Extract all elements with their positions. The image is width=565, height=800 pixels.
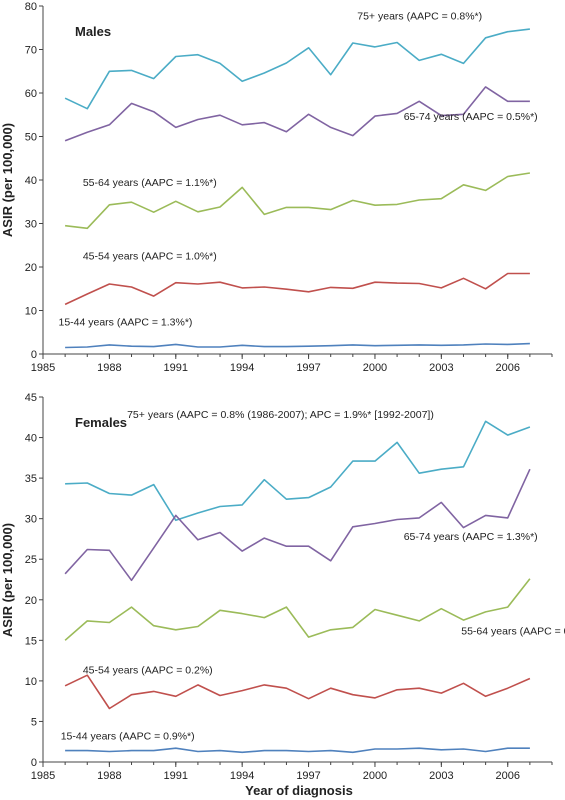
x-tick-label: 2000 — [363, 770, 387, 782]
x-tick-label: 1988 — [97, 770, 121, 782]
y-tick-label: 15 — [25, 635, 37, 647]
x-tick-label: 1985 — [31, 362, 55, 374]
panel-males: 0 10 20 30 40 50 60 70 80 1985 1988 1991 1994 1997 200… — [25, 1, 553, 374]
y-tick-label: 20 — [25, 595, 37, 607]
series-label-females-2: 55-64 years (AAPC = 0.8%*) — [461, 626, 565, 638]
x-tick-label: 1994 — [230, 770, 254, 782]
y-tick-label: 30 — [25, 219, 37, 231]
x-tick-label: 1997 — [296, 362, 320, 374]
series-label-males-1: 65-74 years (AAPC = 0.5%*) — [404, 111, 538, 123]
series-line-males-1 — [64, 86, 530, 142]
x-tick-label: 1991 — [164, 362, 188, 374]
x-tick-label: 1988 — [97, 362, 121, 374]
x-tick-label: 2006 — [495, 362, 519, 374]
y-tick-label: 45 — [25, 392, 37, 404]
x-tick-label: 2000 — [363, 362, 387, 374]
x-tick-label: 1985 — [31, 770, 55, 782]
x-tick-label: 2003 — [429, 770, 453, 782]
series-label-females-0: 75+ years (AAPC = 0.8% (1986-2007); APC … — [127, 409, 434, 421]
series-label-males-2: 55-64 years (AAPC = 1.1%*) — [83, 177, 217, 189]
y-tick-label: 40 — [25, 433, 37, 445]
series-line-males-3 — [64, 272, 530, 306]
y-tick-label: 80 — [25, 1, 37, 13]
x-axis-title: Year of diagnosis — [245, 783, 353, 798]
y-tick-label: 0 — [31, 349, 37, 361]
y-tick-label: 0 — [31, 757, 37, 769]
y-tick-label: 10 — [25, 676, 37, 688]
series-label-males-3: 45-54 years (AAPC = 1.0%*) — [83, 251, 217, 263]
series-label-males-0: 75+ years (AAPC = 0.8%*) — [357, 10, 482, 22]
x-tick-label: 1991 — [164, 770, 188, 782]
y-tick-label: 35 — [25, 473, 37, 485]
panel-title-females: Females — [75, 415, 127, 430]
y-tick-label: 25 — [25, 554, 37, 566]
y-tick-label: 40 — [25, 175, 37, 187]
series-label-females-3: 45-54 years (AAPC = 0.2%) — [83, 665, 213, 677]
y-tick-label: 70 — [25, 45, 37, 57]
series-line-females-4 — [65, 747, 530, 754]
series-line-males-0 — [64, 28, 530, 110]
y-tick-label: 30 — [25, 514, 37, 526]
x-tick-label: 1997 — [296, 770, 320, 782]
series-line-females-1 — [64, 468, 531, 582]
y-tick-label: 5 — [31, 716, 37, 728]
series-line-males-4 — [65, 342, 530, 349]
y-axis-title-top: ASIR (per 100,000) — [0, 123, 15, 237]
x-tick-label: 2006 — [495, 770, 519, 782]
y-tick-label: 20 — [25, 262, 37, 274]
series-line-females-0 — [65, 420, 531, 522]
y-tick-label: 10 — [25, 306, 37, 318]
series-line-females-3 — [64, 674, 531, 710]
panel-females: 0 5 10 15 20 25 30 35 40 45 1985 1988 1991 1994 1997 20… — [25, 392, 565, 782]
series-line-females-2 — [64, 578, 531, 641]
x-tick-label: 2003 — [429, 362, 453, 374]
series-label-males-4: 15-44 years (AAPC = 1.3%*) — [58, 317, 192, 329]
series-label-females-4: 15-44 years (AAPC = 0.9%*) — [61, 730, 195, 742]
y-tick-label: 50 — [25, 132, 37, 144]
y-tick-label: 60 — [25, 88, 37, 100]
x-tick-label: 1994 — [230, 362, 254, 374]
y-axis-title-bottom: ASIR (per 100,000) — [0, 523, 15, 637]
panel-title-males: Males — [75, 24, 111, 39]
series-label-females-1: 65-74 years (AAPC = 1.3%*) — [404, 531, 538, 543]
series-line-males-2 — [65, 172, 531, 230]
